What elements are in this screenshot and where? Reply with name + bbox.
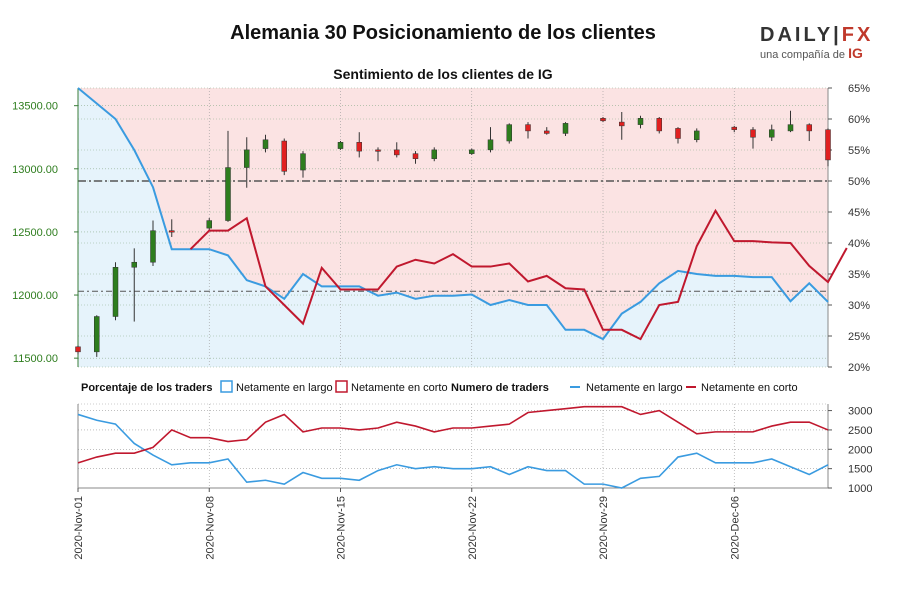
candle-body bbox=[431, 149, 437, 159]
legend-num-short-label: Netamente en corto bbox=[701, 382, 798, 394]
candle-body bbox=[544, 130, 550, 134]
candle-body bbox=[150, 230, 156, 263]
candle-body bbox=[412, 153, 419, 159]
legend-num-long-label: Netamente en largo bbox=[586, 382, 683, 394]
candle-body bbox=[244, 149, 250, 168]
pct-tick-label: 65% bbox=[848, 83, 870, 95]
count-tick-label: 2000 bbox=[848, 444, 872, 456]
candle-body bbox=[394, 149, 400, 156]
count-tick-label: 3000 bbox=[848, 406, 872, 418]
pct-tick-label: 50% bbox=[848, 176, 870, 188]
count-tick-label: 2500 bbox=[848, 425, 872, 437]
candle-body bbox=[112, 267, 119, 317]
candle-body bbox=[469, 149, 475, 154]
pct-tick-label: 20% bbox=[848, 362, 870, 374]
count-tick-label: 1500 bbox=[848, 464, 872, 476]
logo-brand-left: DAILY bbox=[760, 24, 834, 46]
pct-tick-label: 40% bbox=[848, 238, 870, 250]
legend-pct-long-swatch bbox=[220, 380, 233, 393]
candle-body bbox=[769, 129, 775, 138]
legend-pct-long-label: Netamente en largo bbox=[236, 382, 333, 394]
candle-body bbox=[281, 140, 287, 172]
candle-body bbox=[356, 142, 362, 152]
date-tick-label: 2020-Nov-01 bbox=[73, 496, 85, 560]
candle-body bbox=[694, 130, 700, 141]
candle-body bbox=[75, 346, 81, 353]
candle-body bbox=[337, 142, 344, 149]
candle-body bbox=[525, 124, 531, 132]
date-tick-label: 2020-Dec-06 bbox=[729, 496, 741, 560]
short-count-line bbox=[77, 405, 829, 464]
date-tick-label: 2020-Nov-15 bbox=[336, 496, 348, 560]
logo-brand-fx: FX bbox=[841, 24, 874, 46]
short-pct-line bbox=[189, 208, 848, 341]
legend-pct-title: Porcentaje de los traders bbox=[81, 382, 212, 394]
legend-pct-short-label: Netamente en corto bbox=[351, 382, 448, 394]
count-tick-label: 1000 bbox=[848, 483, 872, 495]
price-tick-label: 13000.00 bbox=[12, 164, 58, 176]
pct-tick-label: 55% bbox=[848, 145, 870, 157]
date-tick-label: 2020-Nov-29 bbox=[598, 496, 610, 560]
candle-body bbox=[787, 124, 794, 132]
candle-body bbox=[806, 124, 812, 132]
candle-body bbox=[94, 316, 100, 353]
price-tick-label: 12500.00 bbox=[12, 227, 58, 239]
candle-body bbox=[206, 220, 212, 229]
candle-body bbox=[300, 153, 306, 171]
price-tick-label: 13500.00 bbox=[12, 101, 58, 113]
candle-body bbox=[656, 118, 662, 132]
logo-tagline: una compañía de IG bbox=[760, 45, 870, 61]
pct-tick-label: 25% bbox=[848, 331, 870, 343]
candle-body bbox=[637, 118, 644, 125]
candle-body bbox=[262, 139, 269, 149]
candle-body bbox=[169, 230, 175, 233]
chart-subtitle: Sentimiento de los clientes de IG bbox=[333, 66, 553, 82]
pct-tick-label: 35% bbox=[848, 269, 870, 281]
logo-brand-sep: | bbox=[833, 24, 842, 46]
long-pct-line bbox=[77, 87, 829, 341]
pct-tick-label: 45% bbox=[848, 207, 870, 219]
candle-body bbox=[675, 128, 681, 139]
candle-body bbox=[825, 129, 831, 161]
candle-body bbox=[562, 123, 569, 134]
candle-body bbox=[131, 261, 137, 268]
candle-body bbox=[619, 121, 625, 127]
chart-title: Alemania 30 Posicionamiento de los clien… bbox=[230, 22, 656, 44]
candle-body bbox=[731, 126, 737, 130]
candle-body bbox=[487, 139, 494, 151]
logo-ig: IG bbox=[848, 45, 863, 61]
date-tick-label: 2020-Nov-08 bbox=[204, 496, 216, 560]
legend-pct-short-swatch bbox=[335, 380, 348, 393]
candle-body bbox=[375, 149, 381, 152]
candle-body bbox=[600, 118, 606, 122]
pct-tick-label: 60% bbox=[848, 114, 870, 126]
long-area-bg bbox=[78, 88, 828, 367]
candle-body bbox=[750, 129, 756, 138]
logo-brand: DAILY|FX bbox=[760, 24, 870, 47]
logo-tagline-text: una compañía de bbox=[760, 49, 846, 61]
price-tick-label: 12000.00 bbox=[12, 290, 58, 302]
dailyfx-logo: DAILY|FX una compañía de IG bbox=[760, 24, 870, 61]
candle-body bbox=[225, 167, 231, 221]
pct-tick-label: 30% bbox=[848, 300, 870, 312]
legend-num-title: Numero de traders bbox=[451, 382, 549, 394]
price-tick-label: 11500.00 bbox=[13, 353, 58, 365]
long-count-line bbox=[77, 413, 829, 489]
candle-body bbox=[506, 124, 512, 142]
date-tick-label: 2020-Nov-22 bbox=[467, 496, 479, 560]
